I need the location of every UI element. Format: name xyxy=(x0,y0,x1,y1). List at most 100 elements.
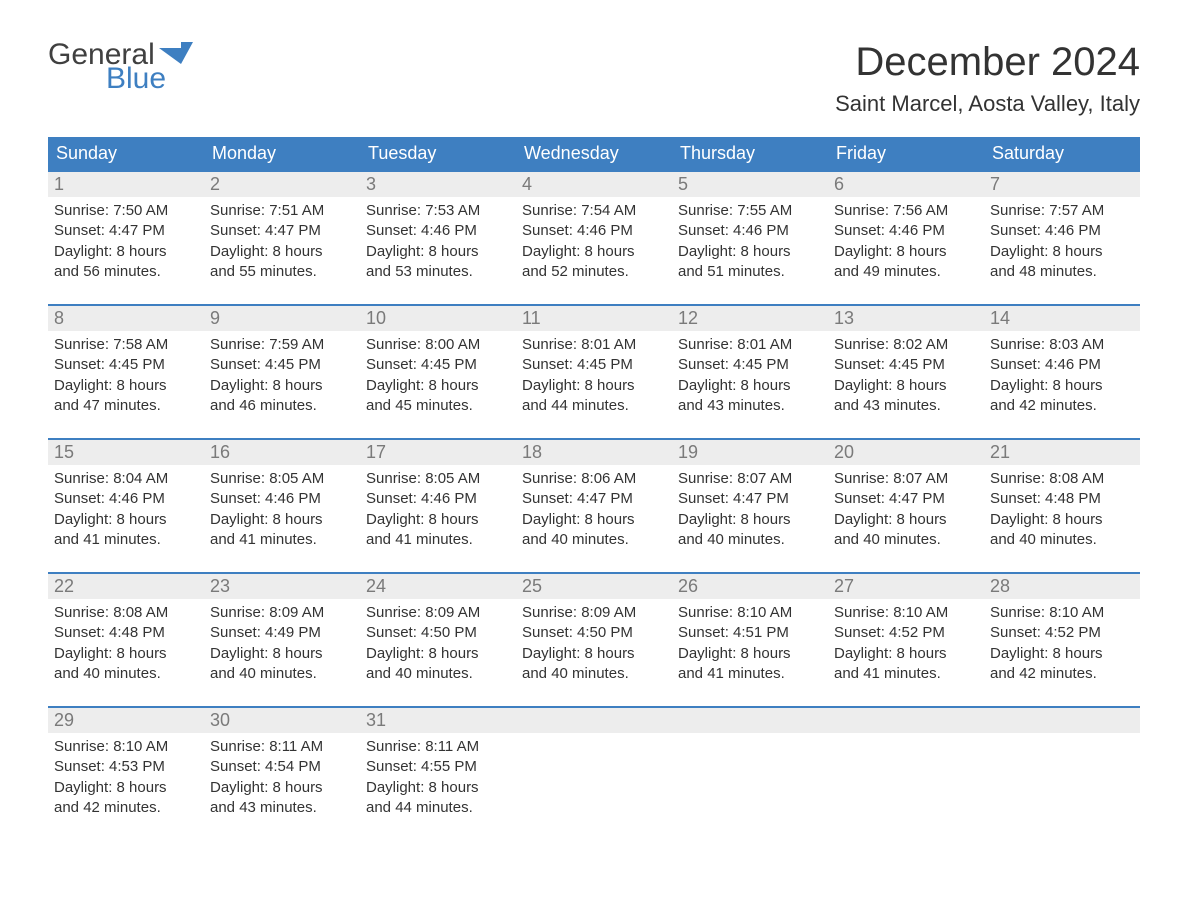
sunrise-text: Sunrise: 8:10 AM xyxy=(990,603,1134,623)
day-number: 25 xyxy=(516,574,672,599)
daylight-text-1: Daylight: 8 hours xyxy=(522,376,666,396)
daylight-text-1: Daylight: 8 hours xyxy=(834,242,978,262)
sunrise-text: Sunrise: 8:07 AM xyxy=(678,469,822,489)
sunrise-text: Sunrise: 8:04 AM xyxy=(54,469,198,489)
daylight-text-1: Daylight: 8 hours xyxy=(834,510,978,530)
day-cell: Sunrise: 8:01 AMSunset: 4:45 PMDaylight:… xyxy=(672,331,828,424)
day-cell: Sunrise: 8:07 AMSunset: 4:47 PMDaylight:… xyxy=(828,465,984,558)
daylight-text-2: and 44 minutes. xyxy=(522,396,666,416)
sunset-text: Sunset: 4:52 PM xyxy=(834,623,978,643)
daylight-text-2: and 40 minutes. xyxy=(834,530,978,550)
sunrise-text: Sunrise: 8:11 AM xyxy=(210,737,354,757)
sunset-text: Sunset: 4:47 PM xyxy=(54,221,198,241)
day-number: 24 xyxy=(360,574,516,599)
daylight-text-2: and 46 minutes. xyxy=(210,396,354,416)
daylight-text-2: and 40 minutes. xyxy=(678,530,822,550)
sunset-text: Sunset: 4:46 PM xyxy=(54,489,198,509)
day-cell: Sunrise: 7:58 AMSunset: 4:45 PMDaylight:… xyxy=(48,331,204,424)
day-number: 4 xyxy=(516,172,672,197)
day-number: 5 xyxy=(672,172,828,197)
day-cell: Sunrise: 7:51 AMSunset: 4:47 PMDaylight:… xyxy=(204,197,360,290)
sunrise-text: Sunrise: 8:00 AM xyxy=(366,335,510,355)
sunrise-text: Sunrise: 8:10 AM xyxy=(678,603,822,623)
day-cell: Sunrise: 8:11 AMSunset: 4:55 PMDaylight:… xyxy=(360,733,516,826)
day-header: Saturday xyxy=(984,137,1140,170)
daylight-text-2: and 42 minutes. xyxy=(990,396,1134,416)
day-number: 16 xyxy=(204,440,360,465)
daylight-text-1: Daylight: 8 hours xyxy=(522,644,666,664)
day-number: 12 xyxy=(672,306,828,331)
sunrise-text: Sunrise: 8:09 AM xyxy=(210,603,354,623)
day-cell: Sunrise: 8:09 AMSunset: 4:50 PMDaylight:… xyxy=(360,599,516,692)
daylight-text-1: Daylight: 8 hours xyxy=(366,778,510,798)
sunset-text: Sunset: 4:47 PM xyxy=(678,489,822,509)
daylight-text-2: and 56 minutes. xyxy=(54,262,198,282)
daylight-text-1: Daylight: 8 hours xyxy=(834,644,978,664)
sunrise-text: Sunrise: 8:01 AM xyxy=(522,335,666,355)
day-number: 20 xyxy=(828,440,984,465)
daylight-text-2: and 41 minutes. xyxy=(210,530,354,550)
day-number: 26 xyxy=(672,574,828,599)
day-cell: Sunrise: 8:05 AMSunset: 4:46 PMDaylight:… xyxy=(204,465,360,558)
sunset-text: Sunset: 4:47 PM xyxy=(522,489,666,509)
week: 891011121314Sunrise: 7:58 AMSunset: 4:45… xyxy=(48,304,1140,424)
day-number: 22 xyxy=(48,574,204,599)
sunset-text: Sunset: 4:50 PM xyxy=(522,623,666,643)
daylight-text-1: Daylight: 8 hours xyxy=(210,778,354,798)
daylight-text-1: Daylight: 8 hours xyxy=(678,644,822,664)
sunset-text: Sunset: 4:54 PM xyxy=(210,757,354,777)
day-number: 19 xyxy=(672,440,828,465)
daylight-text-1: Daylight: 8 hours xyxy=(54,376,198,396)
sunset-text: Sunset: 4:45 PM xyxy=(366,355,510,375)
day-cell: Sunrise: 8:07 AMSunset: 4:47 PMDaylight:… xyxy=(672,465,828,558)
sunset-text: Sunset: 4:46 PM xyxy=(522,221,666,241)
daylight-text-1: Daylight: 8 hours xyxy=(54,644,198,664)
daylight-text-1: Daylight: 8 hours xyxy=(210,510,354,530)
day-number: 7 xyxy=(984,172,1140,197)
sunrise-text: Sunrise: 7:51 AM xyxy=(210,201,354,221)
sunset-text: Sunset: 4:48 PM xyxy=(990,489,1134,509)
day-number: 31 xyxy=(360,708,516,733)
day-header: Monday xyxy=(204,137,360,170)
day-number: 29 xyxy=(48,708,204,733)
logo: General Blue xyxy=(48,40,193,94)
sunset-text: Sunset: 4:46 PM xyxy=(210,489,354,509)
sunset-text: Sunset: 4:45 PM xyxy=(210,355,354,375)
day-cell: Sunrise: 7:55 AMSunset: 4:46 PMDaylight:… xyxy=(672,197,828,290)
day-number xyxy=(672,708,828,733)
title-block: December 2024 Saint Marcel, Aosta Valley… xyxy=(835,40,1140,117)
day-number: 28 xyxy=(984,574,1140,599)
daylight-text-1: Daylight: 8 hours xyxy=(366,376,510,396)
sunrise-text: Sunrise: 8:07 AM xyxy=(834,469,978,489)
daylight-text-1: Daylight: 8 hours xyxy=(54,778,198,798)
day-header: Wednesday xyxy=(516,137,672,170)
day-number: 9 xyxy=(204,306,360,331)
day-header: Sunday xyxy=(48,137,204,170)
day-number: 21 xyxy=(984,440,1140,465)
day-number: 8 xyxy=(48,306,204,331)
day-cell: Sunrise: 7:57 AMSunset: 4:46 PMDaylight:… xyxy=(984,197,1140,290)
day-cell: Sunrise: 8:09 AMSunset: 4:50 PMDaylight:… xyxy=(516,599,672,692)
sunset-text: Sunset: 4:46 PM xyxy=(366,221,510,241)
sunrise-text: Sunrise: 8:08 AM xyxy=(54,603,198,623)
day-number: 18 xyxy=(516,440,672,465)
daylight-text-2: and 45 minutes. xyxy=(366,396,510,416)
daylight-text-2: and 40 minutes. xyxy=(210,664,354,684)
sunset-text: Sunset: 4:49 PM xyxy=(210,623,354,643)
daylight-text-1: Daylight: 8 hours xyxy=(366,644,510,664)
daylight-text-2: and 53 minutes. xyxy=(366,262,510,282)
day-cell: Sunrise: 7:54 AMSunset: 4:46 PMDaylight:… xyxy=(516,197,672,290)
sunrise-text: Sunrise: 7:57 AM xyxy=(990,201,1134,221)
day-number: 13 xyxy=(828,306,984,331)
week: 1234567Sunrise: 7:50 AMSunset: 4:47 PMDa… xyxy=(48,170,1140,290)
day-number: 11 xyxy=(516,306,672,331)
daylight-text-2: and 42 minutes. xyxy=(54,798,198,818)
sunrise-text: Sunrise: 8:01 AM xyxy=(678,335,822,355)
day-cell: Sunrise: 8:00 AMSunset: 4:45 PMDaylight:… xyxy=(360,331,516,424)
daylight-text-1: Daylight: 8 hours xyxy=(990,644,1134,664)
day-number: 15 xyxy=(48,440,204,465)
daylight-text-1: Daylight: 8 hours xyxy=(54,510,198,530)
day-content-row: Sunrise: 7:50 AMSunset: 4:47 PMDaylight:… xyxy=(48,197,1140,290)
sunrise-text: Sunrise: 8:10 AM xyxy=(834,603,978,623)
week: 293031 Sunrise: 8:10 AMSunset: 4:53 PMDa… xyxy=(48,706,1140,826)
